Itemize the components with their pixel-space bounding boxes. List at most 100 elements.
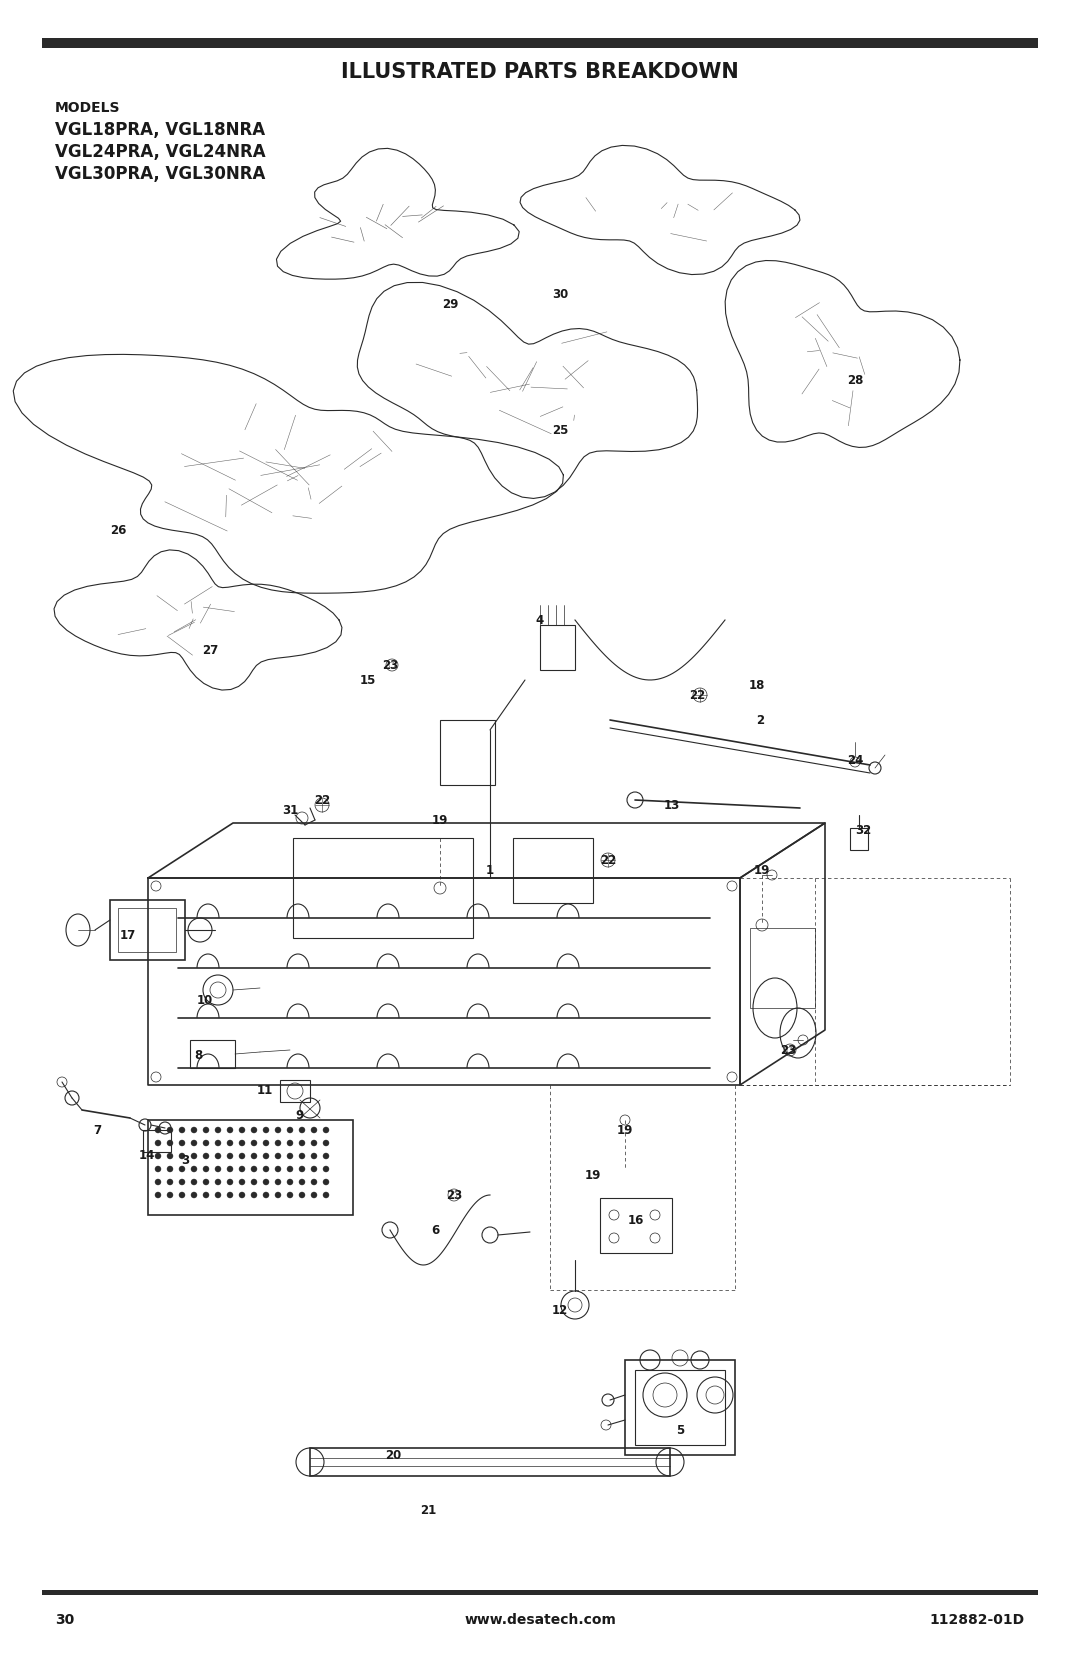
Text: 19: 19 [584,1168,602,1182]
Bar [110,900,185,960]
Circle shape [156,1167,161,1172]
Circle shape [215,1127,221,1133]
Circle shape [191,1167,197,1172]
Circle shape [156,1153,161,1158]
Circle shape [227,1153,233,1158]
Text: 15: 15 [360,674,376,686]
Circle shape [203,1127,210,1133]
Circle shape [264,1178,269,1185]
Circle shape [239,1153,245,1158]
Circle shape [275,1140,281,1147]
Circle shape [275,1153,281,1158]
Circle shape [227,1178,233,1185]
Circle shape [264,1153,269,1158]
Circle shape [179,1178,185,1185]
Text: 19: 19 [617,1123,633,1137]
Text: 22: 22 [689,689,705,701]
Circle shape [227,1192,233,1198]
Text: 17: 17 [120,928,136,941]
Bar [600,1198,672,1253]
Circle shape [311,1153,318,1158]
Circle shape [251,1153,257,1158]
Circle shape [179,1127,185,1133]
Text: 20: 20 [384,1449,401,1462]
Circle shape [215,1178,221,1185]
Circle shape [239,1167,245,1172]
Circle shape [287,1178,293,1185]
Text: 23: 23 [382,659,399,671]
Circle shape [179,1153,185,1158]
Circle shape [323,1127,329,1133]
Bar [513,838,593,903]
Text: 23: 23 [446,1188,462,1202]
Circle shape [227,1127,233,1133]
Circle shape [203,1140,210,1147]
Text: 23: 23 [780,1043,796,1056]
Circle shape [251,1140,257,1147]
Circle shape [167,1127,173,1133]
Circle shape [167,1153,173,1158]
Bar [440,719,495,784]
Bar [850,828,868,850]
Circle shape [179,1167,185,1172]
Text: 27: 27 [202,644,218,656]
Text: 21: 21 [420,1504,436,1517]
Text: 32: 32 [855,823,872,836]
Circle shape [323,1178,329,1185]
Text: VGL24PRA, VGL24NRA: VGL24PRA, VGL24NRA [55,144,266,160]
Text: 14: 14 [139,1148,156,1162]
Circle shape [323,1167,329,1172]
Text: 19: 19 [432,813,448,826]
Text: www.desatech.com: www.desatech.com [464,1612,616,1627]
Circle shape [156,1140,161,1147]
Circle shape [251,1167,257,1172]
Circle shape [191,1140,197,1147]
Circle shape [275,1127,281,1133]
Circle shape [156,1178,161,1185]
Bar [280,1080,310,1102]
Text: VGL30PRA, VGL30NRA: VGL30PRA, VGL30NRA [55,165,266,184]
Text: 30: 30 [552,289,568,302]
Text: MODELS: MODELS [55,102,121,115]
Text: 11: 11 [257,1083,273,1097]
Text: 4: 4 [536,614,544,626]
Text: 3: 3 [181,1153,189,1167]
Circle shape [264,1167,269,1172]
Circle shape [215,1167,221,1172]
Circle shape [323,1192,329,1198]
Circle shape [275,1192,281,1198]
Bar [148,1120,353,1215]
Text: ILLUSTRATED PARTS BREAKDOWN: ILLUSTRATED PARTS BREAKDOWN [341,62,739,82]
Text: 1: 1 [486,863,494,876]
Text: 22: 22 [599,853,616,866]
Circle shape [215,1140,221,1147]
Circle shape [287,1167,293,1172]
Text: 28: 28 [847,374,863,387]
Circle shape [311,1127,318,1133]
Text: 9: 9 [296,1108,305,1122]
Circle shape [215,1153,221,1158]
Circle shape [191,1153,197,1158]
Circle shape [264,1127,269,1133]
Circle shape [275,1178,281,1185]
Circle shape [299,1127,305,1133]
Bar [190,1040,235,1068]
Circle shape [203,1167,210,1172]
Circle shape [179,1140,185,1147]
Circle shape [179,1192,185,1198]
Circle shape [167,1167,173,1172]
Text: 16: 16 [627,1213,644,1227]
Circle shape [299,1153,305,1158]
Circle shape [251,1178,257,1185]
Bar [540,624,575,669]
Text: 26: 26 [110,524,126,536]
Bar [310,1449,670,1475]
Bar [118,908,176,951]
Text: 29: 29 [442,299,458,312]
Text: 30: 30 [55,1612,75,1627]
Circle shape [275,1167,281,1172]
Bar [635,1370,725,1445]
Text: 6: 6 [431,1223,440,1237]
Circle shape [299,1167,305,1172]
Circle shape [287,1192,293,1198]
